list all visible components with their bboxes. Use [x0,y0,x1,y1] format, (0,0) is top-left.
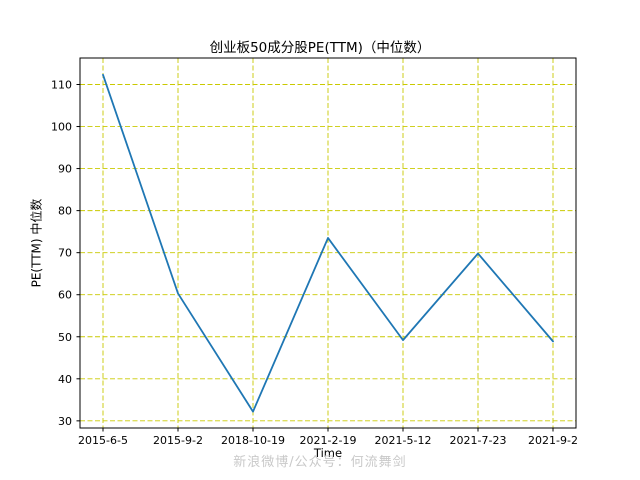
y-tick-label: 100 [51,121,72,134]
y-tick-label: 50 [58,331,72,344]
chart-title: 创业板50成分股PE(TTM)（中位数） [209,40,431,56]
pe-median-line [102,73,554,413]
x-tick-label: 2021-2-19 [300,434,357,447]
x-axis-label: Time [313,446,343,460]
x-tick-label: 2021-7-23 [450,434,507,447]
x-tick-label: 2015-6-5 [78,434,128,447]
x-tick-label: 2018-10-19 [221,434,285,447]
x-tick-label: 2021-5-12 [375,434,432,447]
y-tick-label: 60 [58,289,72,302]
y-tick-label: 70 [58,247,72,260]
x-tick-label: 2021-9-2 [528,434,578,447]
y-tick-label: 80 [58,205,72,218]
y-tick-label: 110 [51,78,72,91]
y-tick-label: 40 [58,373,72,386]
x-tick-label: 2015-9-2 [153,434,203,447]
y-tick-label: 90 [58,163,72,176]
y-tick-label: 30 [58,415,72,428]
watermark-text: 新浪微博/公众号：何流舞剑 [233,455,407,470]
